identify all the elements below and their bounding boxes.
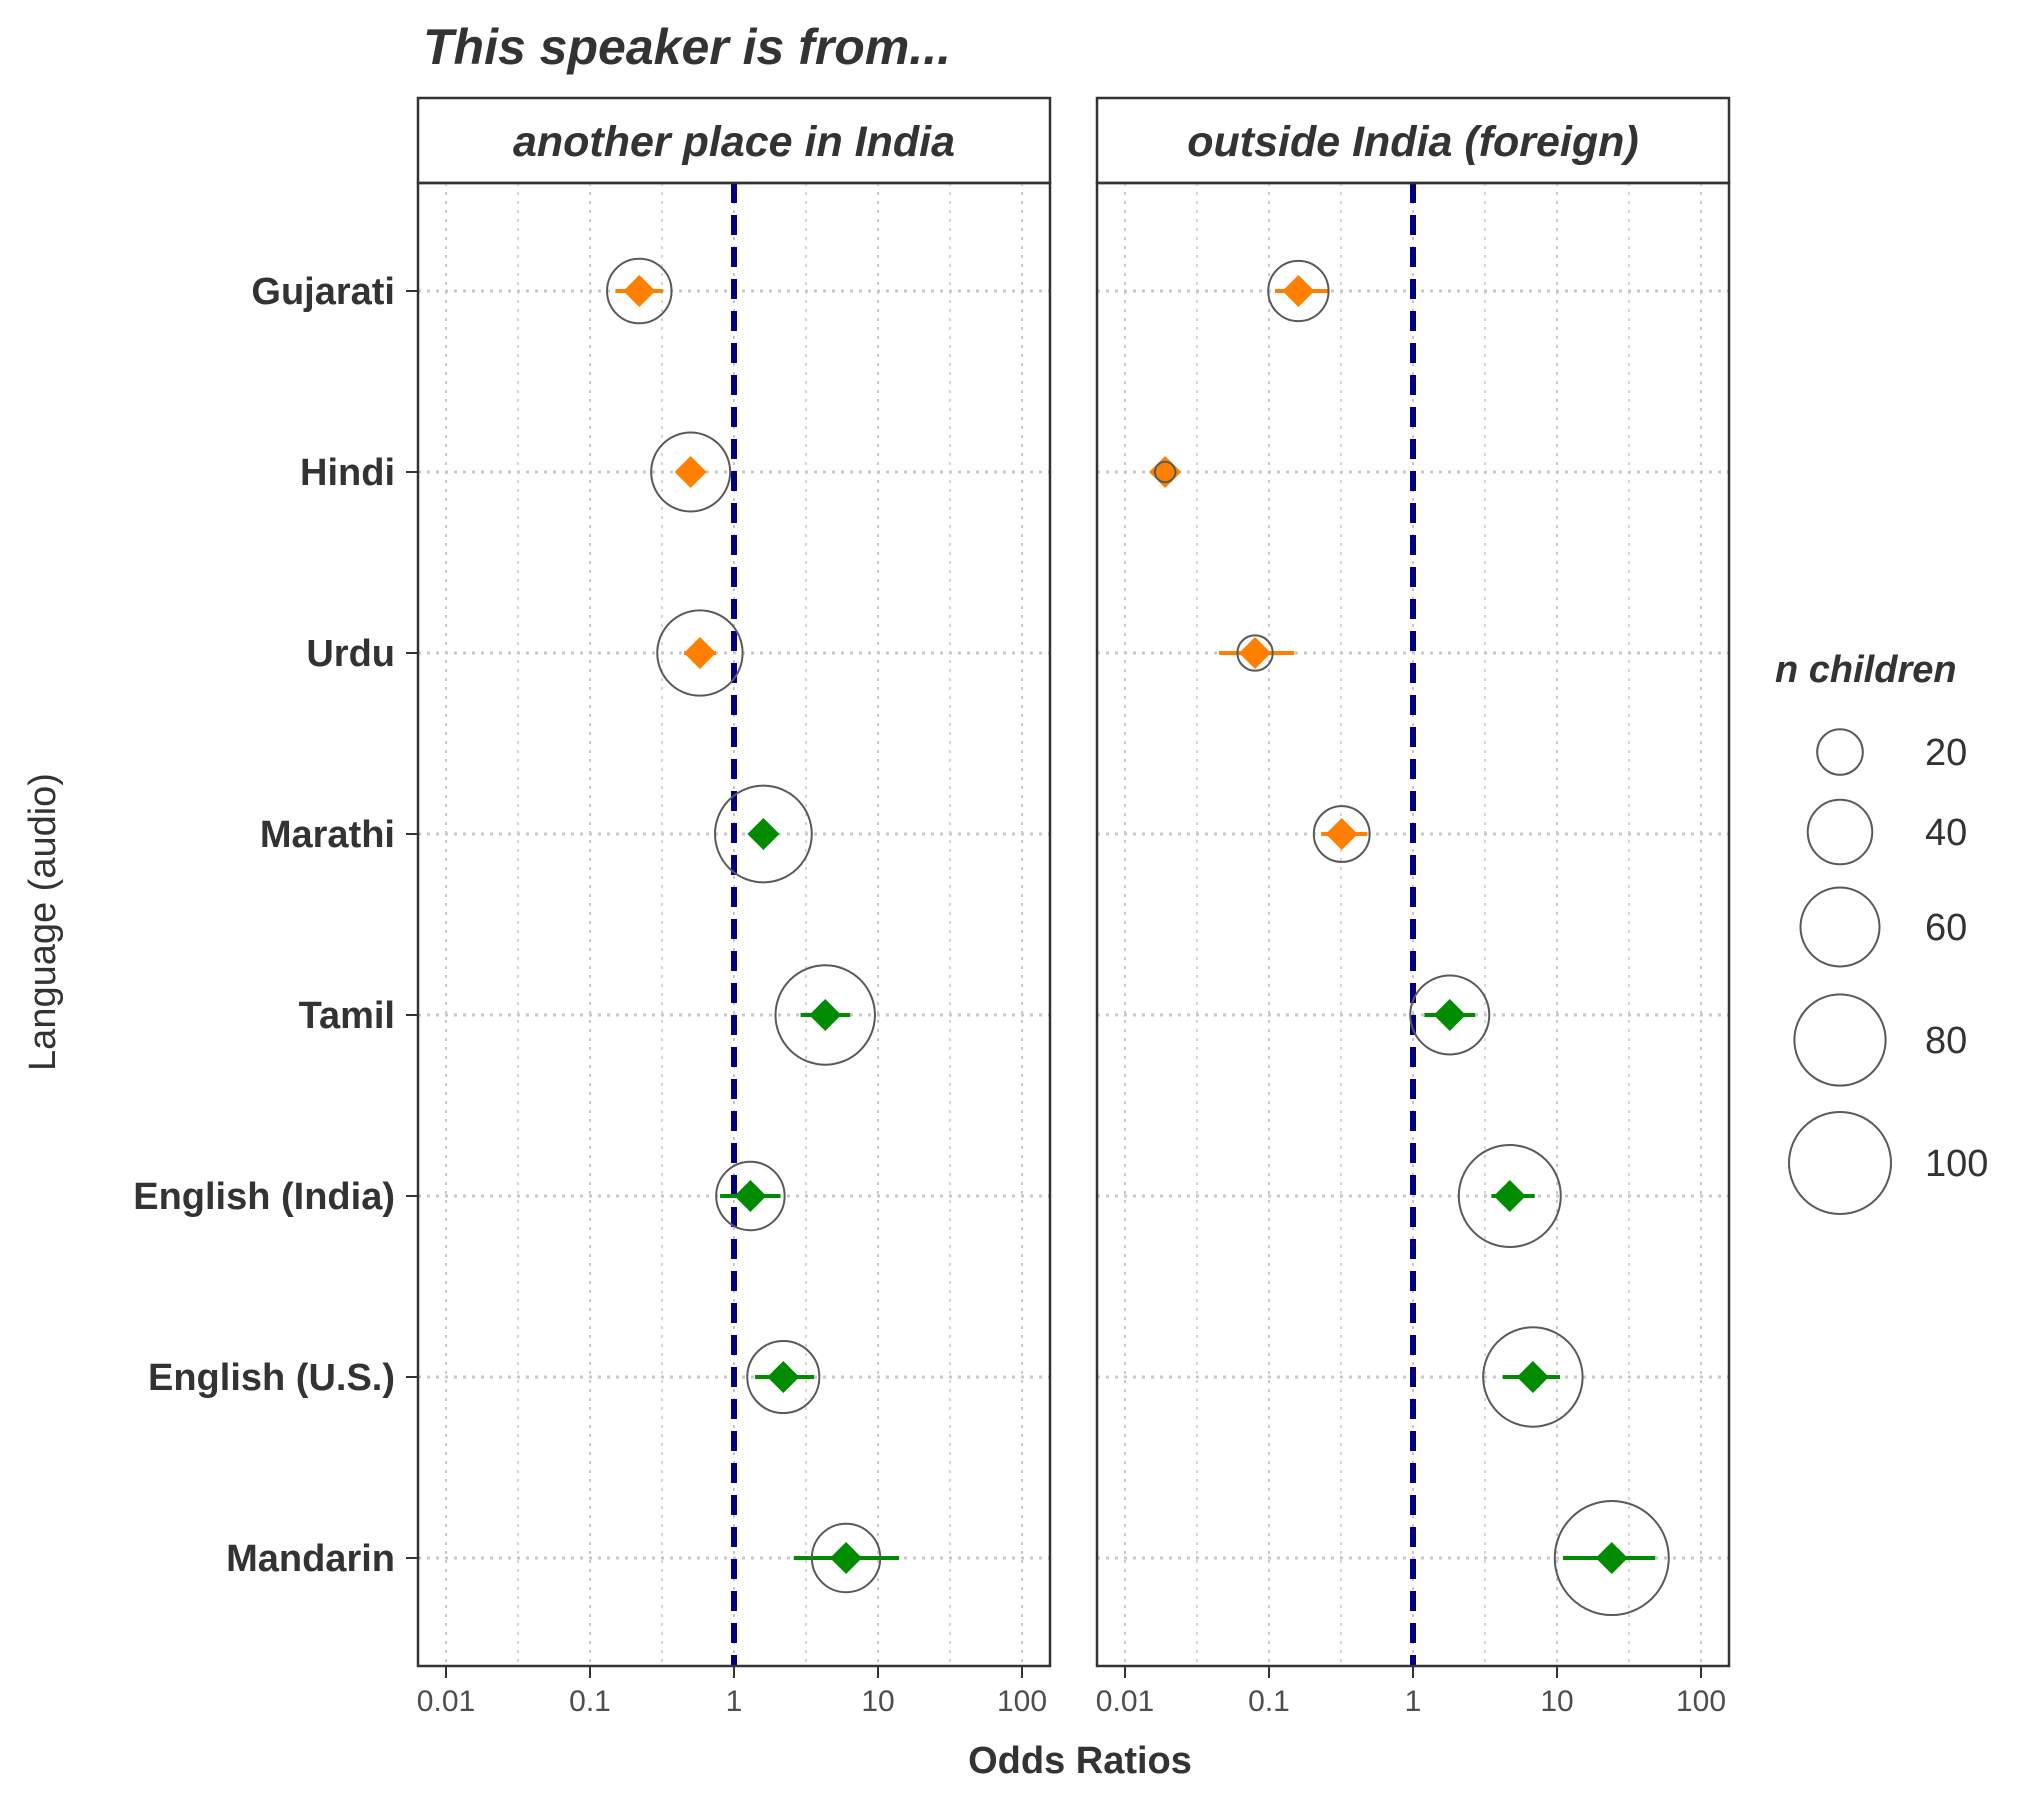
sample-size-circle — [746, 1339, 821, 1415]
odds-ratio-marker — [683, 637, 716, 669]
y-tick-label: English (U.S.) — [148, 1357, 395, 1399]
y-tick-label: Hindi — [300, 452, 395, 494]
x-tick-label: 10 — [861, 1685, 894, 1718]
facet-strip-label: outside India (foreign) — [1187, 118, 1638, 166]
data-point — [1457, 1144, 1562, 1248]
facet-strip-label: another place in India — [513, 118, 955, 166]
sample-size-circle — [810, 1522, 882, 1594]
y-tick-label: English (India) — [133, 1176, 395, 1218]
sample-size-circle — [1312, 805, 1371, 863]
odds-ratio-marker — [1595, 1542, 1628, 1574]
x-tick-label: 100 — [1676, 1685, 1726, 1718]
sample-size-circle — [1482, 1326, 1584, 1428]
odds-ratio-marker — [1239, 637, 1272, 669]
data-point — [774, 964, 876, 1066]
x-tick-label: 100 — [997, 1685, 1047, 1718]
legend-label: 20 — [1925, 732, 1967, 774]
legend-key-circle — [1793, 993, 1887, 1087]
legend-title: n children — [1775, 649, 1957, 691]
data-point — [746, 1339, 821, 1415]
odds-ratio-marker — [674, 456, 707, 488]
y-tick-label: Tamil — [299, 995, 395, 1037]
data-point — [714, 784, 813, 884]
sample-size-circle — [606, 257, 673, 325]
x-tick-label: 1 — [1405, 1685, 1422, 1718]
odds-ratio-marker — [1493, 1180, 1526, 1212]
y-tick-label: Gujarati — [251, 271, 395, 313]
data-point — [650, 431, 732, 513]
x-tick-label: 1 — [726, 1685, 743, 1718]
facet-panel: outside India (foreign) 0.01 0.1 1 10 100 — [1095, 96, 1731, 1718]
facet-strip — [416, 96, 1052, 185]
sample-size-circle — [1267, 259, 1330, 323]
sample-size-circle — [656, 609, 744, 697]
y-axis-labels: Gujarati Hindi Urdu Marathi Tamil English (In… — [133, 271, 418, 1580]
x-tick-label: 0.01 — [417, 1685, 475, 1718]
data-point — [715, 1160, 786, 1232]
sample-size-circle — [650, 431, 732, 513]
legend-key-circle — [1788, 1111, 1892, 1215]
data-point — [1149, 456, 1182, 488]
odds-ratio-marker — [830, 1542, 863, 1574]
data-point — [793, 1522, 900, 1594]
data-point — [1267, 259, 1330, 323]
y-tick-label: Marathi — [260, 814, 395, 856]
x-tick-label: 0.1 — [569, 1685, 611, 1718]
x-axis-title: Odds Ratios — [968, 1740, 1192, 1782]
data-point — [656, 609, 744, 697]
legend-key-circle — [1816, 728, 1864, 776]
y-tick-label: Mandarin — [226, 1538, 395, 1580]
x-tick-label: 0.1 — [1248, 1685, 1290, 1718]
legend-label: 60 — [1925, 907, 1967, 949]
sample-size-circle — [1553, 1499, 1670, 1617]
y-tick-label: Urdu — [306, 633, 395, 675]
sample-size-circle — [715, 1160, 786, 1232]
data-point — [606, 257, 673, 325]
legend-label: 100 — [1925, 1143, 1988, 1185]
data-point — [1409, 974, 1491, 1056]
facet-strip — [1095, 96, 1731, 185]
sample-size-circle — [1457, 1144, 1562, 1248]
legend-label: 40 — [1925, 812, 1967, 854]
data-point — [1219, 634, 1295, 672]
odds-ratio-marker — [767, 1361, 800, 1393]
sample-size-circle — [1236, 634, 1274, 672]
legend-key-circle — [1799, 886, 1881, 968]
odds-ratio-marker — [1282, 275, 1315, 307]
odds-ratio-marker — [1325, 818, 1358, 850]
legend-key-circle — [1806, 798, 1874, 866]
x-tick-label: 0.01 — [1096, 1685, 1154, 1718]
legend: n children 20 40 60 80 100 — [1775, 649, 1988, 1215]
odds-ratio-marker — [1433, 999, 1466, 1031]
y-axis-title: Language (audio) — [22, 773, 64, 1071]
x-tick-label: 10 — [1540, 1685, 1573, 1718]
odds-ratio-marker — [623, 275, 656, 307]
odds-ratio-marker — [1516, 1361, 1549, 1393]
sample-size-circle — [774, 964, 876, 1066]
chart-title: This speaker is from... — [423, 19, 951, 75]
data-point — [1312, 805, 1371, 863]
odds-ratio-marker — [747, 818, 780, 850]
facet-panel: another place in India 0.01 0.1 1 10 100 — [416, 96, 1052, 1718]
odds-ratio-marker — [734, 1180, 767, 1212]
odds-ratio-marker — [1149, 456, 1182, 488]
sample-size-circle — [1153, 460, 1177, 484]
sample-size-circle — [714, 784, 813, 884]
sample-size-circle — [1409, 974, 1491, 1056]
data-point — [1553, 1499, 1670, 1617]
legend-label: 80 — [1925, 1020, 1967, 1062]
odds-ratio-marker — [809, 999, 842, 1031]
data-point — [1482, 1326, 1584, 1428]
